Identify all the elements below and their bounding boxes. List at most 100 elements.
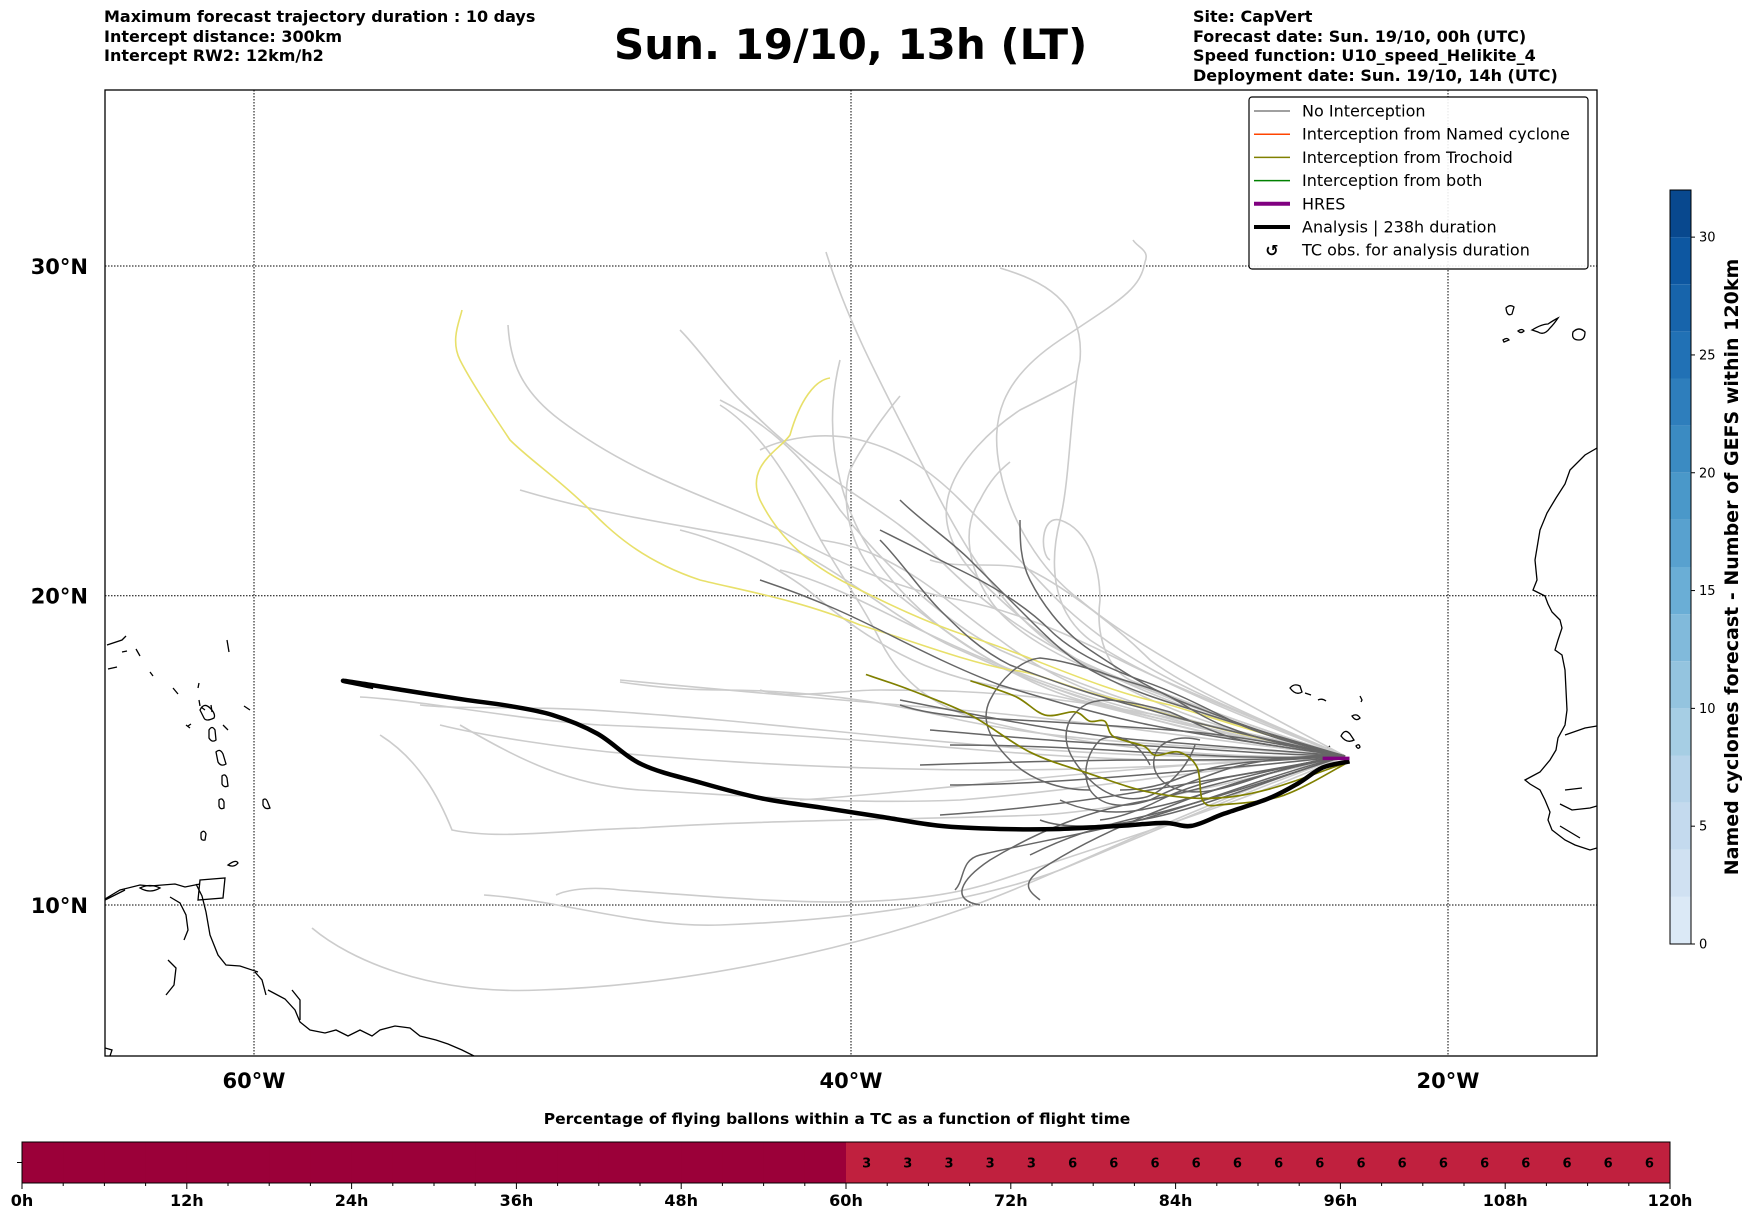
time-tick-label: 96h (1324, 1191, 1358, 1210)
time-bin (1134, 1142, 1177, 1183)
colorbar-tick-label: 30 (1699, 231, 1716, 246)
time-bin-value: 6 (1521, 1157, 1530, 1172)
island-trinidad (197, 877, 226, 901)
time-bin (1216, 1142, 1259, 1183)
axis-tick-labels: 60°W 40°W 20°W 10°N 20°N 30°N (31, 255, 1480, 1093)
time-bin-value: 6 (1315, 1157, 1324, 1172)
trajectory-no-interception-dark (985, 657, 1346, 791)
trajectory-no-interception-dark (899, 704, 1346, 757)
trajectory-no-interception-dark (759, 579, 1346, 757)
legend-label: No Interception (1302, 102, 1426, 121)
time-bin-value: 6 (1233, 1157, 1242, 1172)
trajectory-no-interception-light (679, 529, 1346, 757)
x-tick-label: 20°W (1417, 1069, 1480, 1093)
colorbar-level (1670, 614, 1691, 662)
legend-item: Interception from Trochoid (1254, 148, 1513, 167)
header-info-right: Site: CapVert Forecast date: Sun. 19/10,… (1193, 7, 1558, 85)
trajectory-no-interception-dark (929, 729, 1346, 757)
time-tick-label: 84h (1159, 1191, 1193, 1210)
trajectory-interception_trochoid (970, 679, 1350, 807)
legend-label: HRES (1302, 194, 1345, 213)
time-bin (1052, 1142, 1094, 1183)
time-bin (434, 1142, 476, 1183)
trajectory-no-interception-dark (1065, 699, 1346, 800)
time-bin (763, 1142, 806, 1183)
legend-item: Analysis | 238h duration (1254, 218, 1497, 237)
trajectory-yellow (454, 309, 1346, 757)
time-tick-label: 60h (829, 1191, 863, 1210)
time-bin-value: 6 (1356, 1157, 1365, 1172)
x-tick-label: 60°W (223, 1069, 286, 1093)
colorbar-level (1670, 237, 1691, 285)
time-bin (1546, 1142, 1589, 1183)
colorbar-level (1670, 661, 1691, 709)
legend-label: Interception from Named cyclone (1302, 125, 1570, 144)
time-bar-title: Percentage of flying ballons within a TC… (544, 1110, 1131, 1128)
colorbar-level (1670, 425, 1691, 473)
venezuela-margarita (138, 884, 162, 892)
time-bin (310, 1142, 353, 1183)
legend-label: Interception from both (1302, 171, 1482, 190)
ensemble-trajectories (311, 239, 1346, 992)
island-stvincent (218, 798, 225, 810)
colorbar-level (1670, 284, 1691, 332)
trajectory-no-interception-light (759, 435, 1346, 757)
chart-title: Sun. 19/10, 13h (LT) (614, 20, 1088, 69)
time-bin (22, 1142, 64, 1183)
time-bin (928, 1142, 971, 1183)
trajectory-no-interception-light (945, 379, 1346, 757)
legend-box (1248, 96, 1589, 270)
time-bin-value: 6 (1398, 1157, 1407, 1172)
time-bin-value: 6 (1150, 1157, 1159, 1172)
trajectory-no-interception-light (439, 724, 1346, 771)
colorbar-level (1670, 849, 1691, 897)
time-bin-value: 6 (1604, 1157, 1613, 1172)
trajectory-no-interception-light (999, 267, 1346, 757)
time-bin-value: 6 (1480, 1157, 1489, 1172)
time-bin-value: 3 (862, 1157, 871, 1172)
time-bin (1381, 1142, 1424, 1183)
time-bin (1422, 1142, 1465, 1183)
time-bin (475, 1142, 517, 1183)
legend-item: HRES (1254, 194, 1345, 213)
time-bin-value: 6 (1645, 1157, 1654, 1172)
time-bin (1587, 1142, 1630, 1183)
legend-item: Interception from Named cyclone (1254, 125, 1570, 144)
time-bin (516, 1142, 559, 1183)
africa-coast (1523, 447, 1597, 851)
trajectory-no-interception-light (779, 569, 1346, 757)
colorbar-level (1670, 378, 1691, 426)
time-tick-label: 36h (500, 1191, 534, 1210)
time-bin (887, 1142, 929, 1183)
time-bin (640, 1142, 682, 1183)
time-bin-value: 3 (986, 1157, 995, 1172)
time-bin-value: 3 (903, 1157, 912, 1172)
time-bin-value: 3 (944, 1157, 953, 1172)
colorbar-tick-label: 5 (1699, 820, 1707, 835)
trajectory-no-interception-light (679, 329, 1346, 757)
trajectory-no-interception-light (929, 559, 1346, 757)
colorbar-level (1670, 755, 1691, 803)
time-bin (1093, 1142, 1135, 1183)
colorbar-level (1670, 896, 1691, 944)
colorbar-level (1670, 331, 1691, 379)
trajectory-no-interception-light (995, 239, 1346, 757)
trajectory-no-interception-light (459, 724, 1346, 803)
time-bin (557, 1142, 600, 1183)
header-line-site: Site: CapVert (1193, 7, 1313, 26)
colorbar-tick-label: 15 (1699, 584, 1716, 599)
time-bin (1340, 1142, 1383, 1183)
colorbar: 0 5 10 15 20 25 30 Named cyclones forecast - Nu… (1669, 189, 1743, 953)
trajectory-no-interception-dark (949, 744, 1346, 759)
time-tick-label: 12h (170, 1191, 204, 1210)
time-bin-value: 6 (1192, 1157, 1201, 1172)
map-frame (104, 89, 1598, 1057)
colorbar-level (1670, 472, 1691, 520)
trajectory-no-interception-dark (1085, 736, 1346, 806)
colorbar-frame (1669, 189, 1692, 945)
caribbean-islands (106, 635, 251, 731)
time-bin (145, 1142, 188, 1183)
island-stlucia (221, 774, 229, 788)
legend: No Interception Interception from Named c… (1248, 96, 1589, 270)
